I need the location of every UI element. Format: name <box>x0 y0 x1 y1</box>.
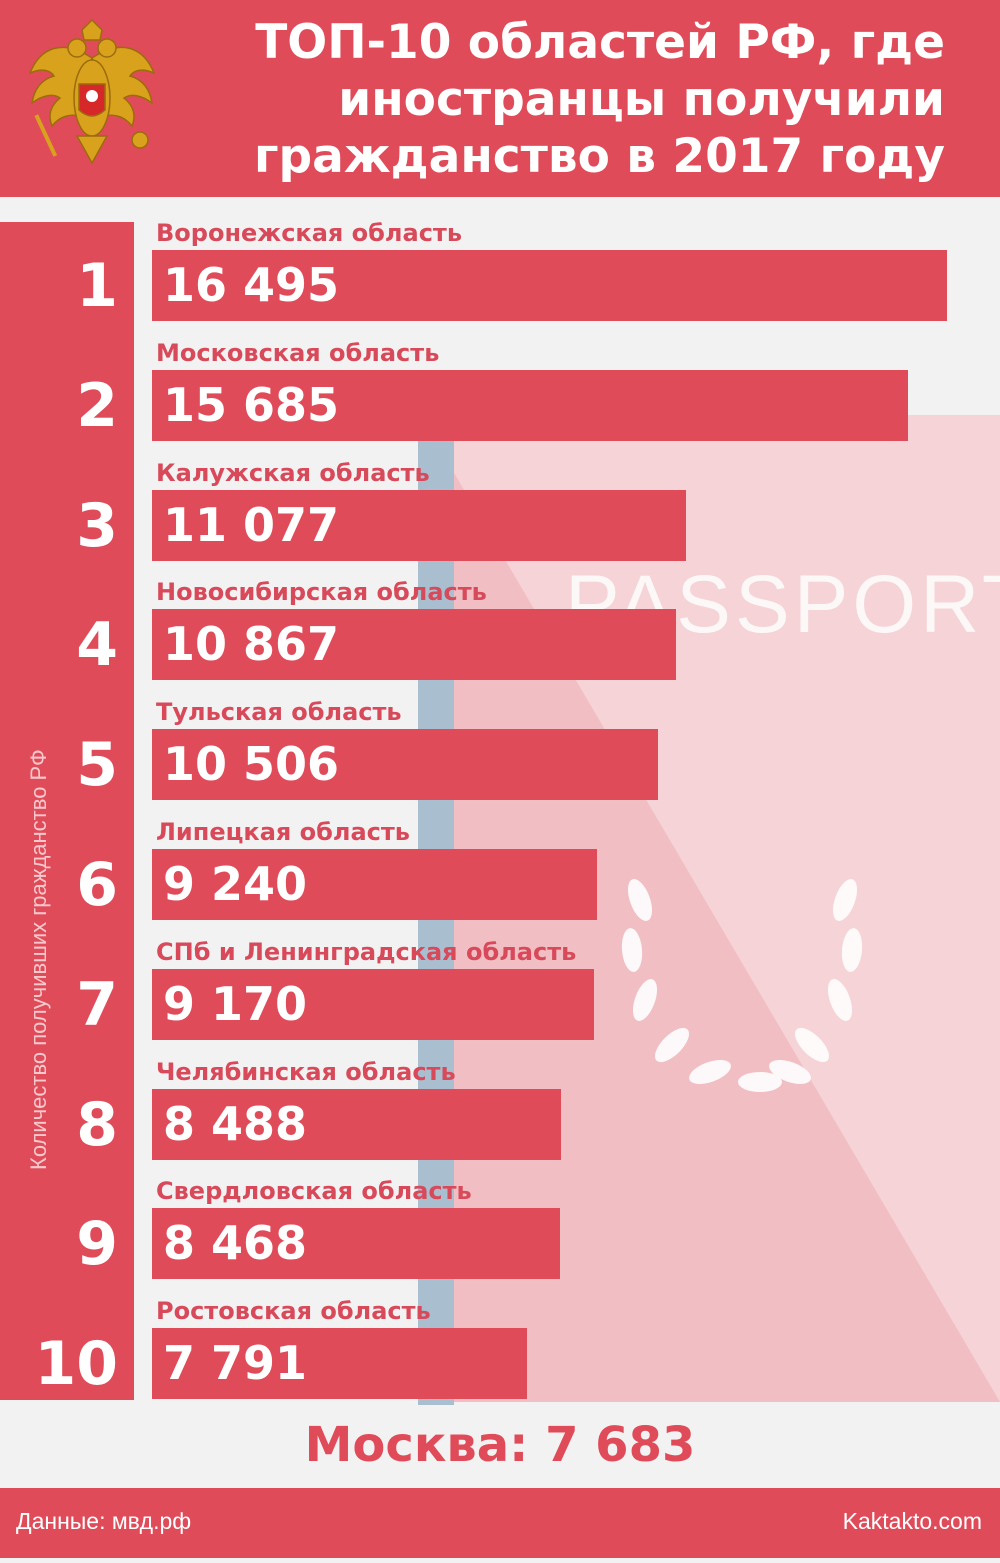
coat-of-arms-icon <box>28 18 156 165</box>
bar <box>152 490 686 561</box>
rank-number: 8 <box>76 1090 118 1160</box>
region-label: Свердловская область <box>156 1177 472 1205</box>
region-label: Воронежская область <box>156 219 462 247</box>
rank-number: 2 <box>76 371 118 441</box>
bar-value-label: 15 685 <box>163 378 340 432</box>
bar-value-label: 9 170 <box>163 977 308 1031</box>
bar-value-label: 8 468 <box>163 1216 308 1270</box>
bar <box>152 250 947 321</box>
region-label: Новосибирская область <box>156 578 487 606</box>
bar <box>152 609 676 680</box>
region-label: Липецкая область <box>156 818 410 846</box>
bar-value-label: 10 506 <box>163 737 340 791</box>
bar-value-label: 9 240 <box>163 857 308 911</box>
region-label: Калужская область <box>156 459 430 487</box>
rank-number: 4 <box>76 610 118 680</box>
region-label: Тульская область <box>156 698 402 726</box>
bar-value-label: 16 495 <box>163 258 340 312</box>
bar <box>152 1328 527 1399</box>
rank-column <box>0 222 134 1400</box>
rank-number: 10 <box>34 1329 119 1399</box>
rank-number: 7 <box>76 970 118 1040</box>
rank-number: 6 <box>76 850 118 920</box>
bar-value-label: 10 867 <box>163 617 340 671</box>
region-label: Московская область <box>156 339 440 367</box>
page-title: ТОП-10 областей РФ, где иностранцы получ… <box>165 14 945 185</box>
region-label: Челябинская область <box>156 1058 456 1086</box>
bar <box>152 729 658 800</box>
bar <box>152 1208 560 1279</box>
bar <box>152 1089 561 1160</box>
rank-number: 5 <box>76 730 118 800</box>
bar-value-label: 7 791 <box>163 1336 308 1390</box>
header: ТОП-10 областей РФ, где иностранцы получ… <box>0 0 1000 197</box>
bar-value-label: 8 488 <box>163 1097 308 1151</box>
title-line: гражданство в 2017 году <box>253 129 945 184</box>
rank-number: 3 <box>76 491 118 561</box>
laurel-wreath-icon <box>621 879 863 1092</box>
title-line: иностранцы получили <box>338 72 945 127</box>
bar-value-label: 11 077 <box>163 498 340 552</box>
region-label: Ростовская область <box>156 1297 431 1325</box>
rank-number: 9 <box>76 1209 118 1279</box>
data-source: Данные: мвд.рф <box>16 1508 192 1534</box>
site-link[interactable]: Kaktakto.com <box>842 1508 982 1534</box>
bar <box>152 969 594 1040</box>
region-label: СПб и Ленинградская область <box>156 938 577 966</box>
title-line: ТОП-10 областей РФ, где <box>255 15 945 70</box>
bar <box>152 849 597 920</box>
footer: Данные: мвд.рф Kaktakto.com <box>0 1488 1000 1558</box>
rank-number: 1 <box>76 251 118 321</box>
moscow-total: Москва: 7 683 <box>304 1417 696 1473</box>
bar <box>152 370 908 441</box>
